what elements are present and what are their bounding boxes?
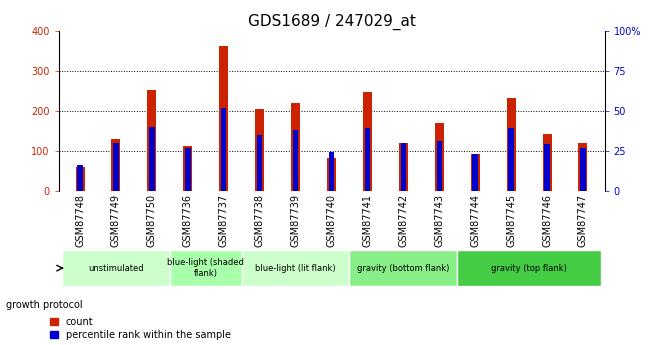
Bar (363, 92, 372, 190)
Bar (219, 46, 228, 190)
Bar (113, 143, 119, 190)
Bar (170, 250, 242, 286)
Text: GSM87749: GSM87749 (111, 194, 121, 247)
Text: GSM87744: GSM87744 (470, 194, 480, 247)
Bar (578, 143, 588, 190)
Bar (365, 128, 370, 190)
Bar (293, 130, 298, 190)
Text: GSM87745: GSM87745 (506, 194, 516, 247)
Bar (457, 250, 601, 286)
Bar (437, 141, 442, 190)
Text: GSM87739: GSM87739 (291, 194, 300, 247)
Text: GSM87750: GSM87750 (147, 194, 157, 247)
Text: GSM87747: GSM87747 (578, 194, 588, 247)
Bar (350, 250, 457, 286)
Bar (508, 128, 514, 190)
Bar (506, 98, 515, 190)
Bar (327, 158, 336, 190)
Bar (400, 143, 406, 190)
Bar (471, 154, 480, 190)
Text: blue-light (lit flank): blue-light (lit flank) (255, 264, 336, 273)
Text: GSM87737: GSM87737 (219, 194, 229, 247)
Text: GSM87738: GSM87738 (255, 194, 265, 247)
Bar (580, 148, 586, 190)
Bar (62, 250, 170, 286)
Bar (77, 165, 83, 190)
Bar (399, 143, 408, 190)
Bar (148, 90, 157, 190)
Text: GSM87748: GSM87748 (75, 194, 85, 247)
Bar (473, 154, 478, 190)
Bar (255, 109, 264, 190)
Text: growth protocol: growth protocol (6, 300, 83, 310)
Bar (435, 123, 444, 190)
Bar (221, 108, 226, 190)
Text: unstimulated: unstimulated (88, 264, 144, 273)
Bar (150, 127, 155, 190)
Bar (257, 135, 263, 190)
Text: gravity (top flank): gravity (top flank) (491, 264, 567, 273)
Text: GSM87742: GSM87742 (398, 194, 408, 247)
Bar (329, 152, 334, 190)
Text: GSM87740: GSM87740 (326, 194, 337, 247)
Bar (75, 167, 84, 190)
Text: GSM87746: GSM87746 (542, 194, 552, 247)
Text: gravity (bottom flank): gravity (bottom flank) (357, 264, 450, 273)
Legend: count, percentile rank within the sample: count, percentile rank within the sample (50, 317, 231, 340)
Bar (185, 148, 190, 190)
Text: blue-light (shaded
flank): blue-light (shaded flank) (167, 258, 244, 278)
Bar (183, 146, 192, 190)
Bar (242, 250, 350, 286)
Bar (291, 103, 300, 190)
Title: GDS1689 / 247029_at: GDS1689 / 247029_at (248, 13, 415, 30)
Text: GSM87743: GSM87743 (434, 194, 444, 247)
Bar (112, 139, 120, 190)
Bar (543, 134, 551, 190)
Text: GSM87741: GSM87741 (363, 194, 372, 247)
Text: GSM87736: GSM87736 (183, 194, 193, 247)
Bar (544, 144, 550, 190)
